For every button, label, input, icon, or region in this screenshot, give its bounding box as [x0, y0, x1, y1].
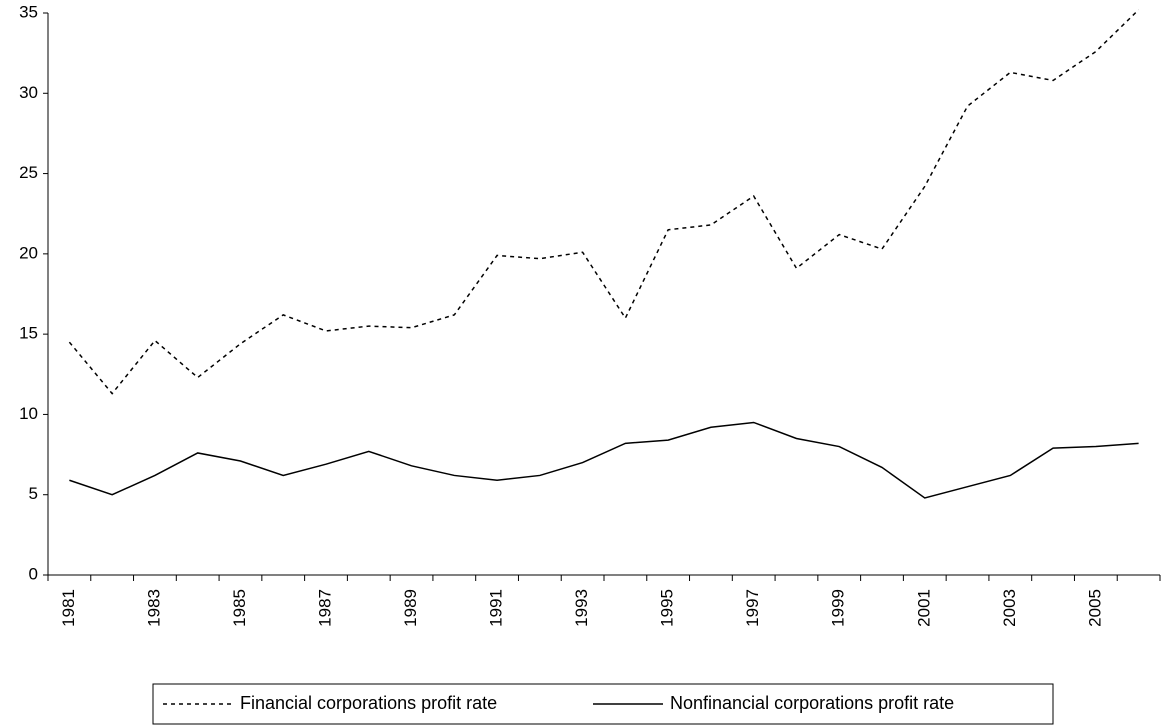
- x-tick-label: 1987: [315, 589, 334, 627]
- y-tick-label: 5: [29, 484, 38, 503]
- x-tick-label: 2005: [1085, 589, 1104, 627]
- y-tick-label: 10: [19, 404, 38, 423]
- line-series: [69, 421, 1139, 499]
- y-tick-label: 25: [19, 163, 38, 182]
- y-tick-label: 20: [19, 243, 38, 262]
- line-series: [68, 9, 1140, 395]
- x-tick-label: 1991: [487, 589, 506, 627]
- legend: Financial corporations profit rate Nonfin…: [152, 683, 1054, 725]
- x-tick-label: 1985: [230, 589, 249, 627]
- x-tick-label: 1995: [658, 589, 677, 627]
- x-tick-label: 1993: [572, 589, 591, 627]
- x-tick-label: 1999: [829, 589, 848, 627]
- x-tick-label: 1989: [401, 589, 420, 627]
- x-tick-label: 1981: [59, 589, 78, 627]
- legend-label: Nonfinancial corporations profit rate: [670, 693, 954, 713]
- y-tick-label: 30: [19, 83, 38, 102]
- x-tick-label: 2001: [914, 589, 933, 627]
- y-tick-label: 35: [19, 2, 38, 21]
- y-tick-label: 0: [29, 564, 38, 583]
- legend-box: [152, 683, 1054, 725]
- x-tick-label: 1983: [144, 589, 163, 627]
- x-tick-label: 2003: [1000, 589, 1019, 627]
- y-tick-label: 15: [19, 324, 38, 343]
- legend-label: Financial corporations profit rate: [240, 693, 497, 713]
- x-tick-label: 1997: [743, 589, 762, 627]
